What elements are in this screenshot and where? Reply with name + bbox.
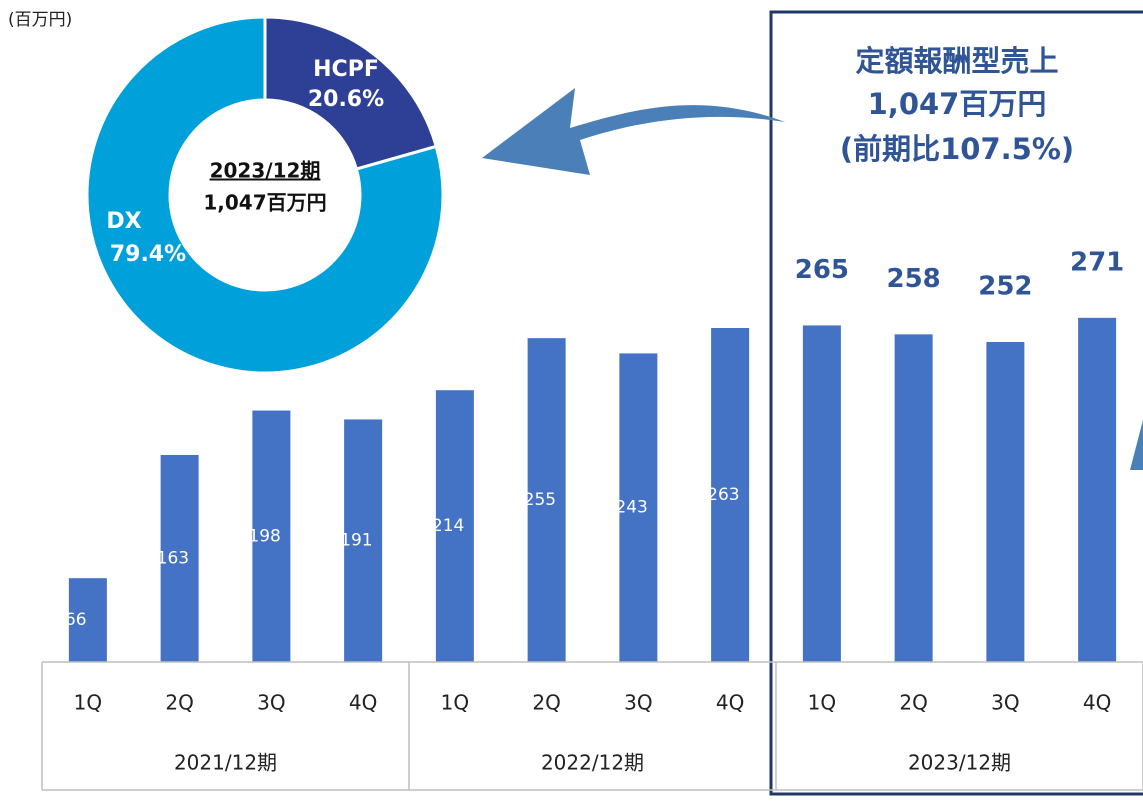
annotation: 1,047百万円 bbox=[868, 87, 1047, 121]
donut-slice bbox=[85, 15, 445, 375]
arrow bbox=[482, 88, 785, 175]
value-label: 66 bbox=[65, 610, 87, 630]
value-label: 243 bbox=[615, 498, 647, 518]
x-tick-label: 4Q bbox=[349, 691, 377, 715]
annotation: (前期比107.5%) bbox=[840, 132, 1074, 166]
bar bbox=[68, 578, 107, 662]
bar bbox=[527, 338, 566, 662]
slice-name: DX bbox=[106, 209, 141, 234]
bar bbox=[619, 353, 658, 662]
x-tick-label: 4Q bbox=[1083, 691, 1111, 715]
group-label: 2022/12期 bbox=[541, 751, 644, 775]
center-text: 1,047百万円 bbox=[203, 191, 326, 215]
x-tick-label: 3Q bbox=[624, 691, 652, 715]
arrow-partial bbox=[1130, 420, 1143, 470]
bar bbox=[711, 327, 750, 662]
group-label: 2021/12期 bbox=[174, 751, 277, 775]
x-tick-label: 2Q bbox=[165, 691, 193, 715]
bar bbox=[1078, 317, 1117, 662]
donut-slice bbox=[263, 15, 439, 171]
x-tick-label: 3Q bbox=[991, 691, 1019, 715]
value-label: 263 bbox=[707, 485, 739, 505]
center-text: 2023/12期 bbox=[210, 159, 321, 183]
bar bbox=[894, 334, 933, 662]
value-label: 163 bbox=[157, 548, 189, 568]
x-tick-label: 1Q bbox=[74, 691, 102, 715]
value-label: 265 bbox=[795, 255, 849, 285]
bar bbox=[344, 419, 383, 662]
x-tick-label: 1Q bbox=[441, 691, 469, 715]
x-tick-label: 3Q bbox=[257, 691, 285, 715]
value-label: 255 bbox=[524, 490, 556, 510]
x-tick-label: 2Q bbox=[532, 691, 560, 715]
value-label: 271 bbox=[1070, 247, 1124, 277]
slice-value: 79.4% bbox=[110, 242, 186, 267]
group-label: 2023/12期 bbox=[908, 751, 1011, 775]
bar bbox=[160, 454, 199, 662]
x-tick-label: 1Q bbox=[808, 691, 836, 715]
x-tick-label: 2Q bbox=[899, 691, 927, 715]
value-label: 252 bbox=[978, 271, 1032, 301]
bar bbox=[435, 390, 474, 662]
value-label: 191 bbox=[340, 531, 372, 551]
unit-label: (百万円) bbox=[8, 10, 72, 30]
slice-value: 20.6% bbox=[308, 87, 384, 112]
bar bbox=[252, 410, 291, 662]
bar bbox=[802, 325, 841, 662]
slice-name: HCPF bbox=[313, 57, 379, 82]
value-label: 214 bbox=[432, 516, 464, 536]
annotation: 定額報酬型売上 bbox=[855, 44, 1058, 78]
value-label: 258 bbox=[886, 264, 940, 294]
highlight-box bbox=[769, 10, 1143, 796]
bar bbox=[986, 341, 1025, 662]
x-tick-label: 4Q bbox=[716, 691, 744, 715]
value-label: 198 bbox=[248, 526, 280, 546]
